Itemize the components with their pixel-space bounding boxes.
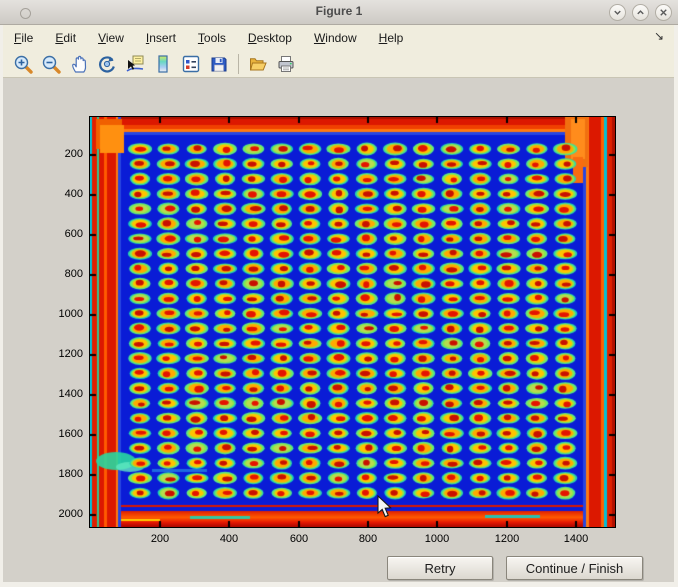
menu-item-tools[interactable]: Tools: [197, 30, 226, 45]
toolbar-zoom-out-button[interactable]: [38, 52, 64, 76]
y-tick-label: 1000: [58, 308, 83, 320]
toolbar-insert-legend-button[interactable]: [178, 52, 204, 76]
continue-finish-button[interactable]: Continue / Finish: [506, 556, 643, 580]
y-tick-label: 200: [64, 148, 83, 160]
zoom-in-icon: [13, 54, 33, 74]
window-title: Figure 1: [315, 4, 363, 18]
window-controls: [609, 4, 672, 21]
toolbar-data-cursor-button[interactable]: [122, 52, 148, 76]
axes-frame: [89, 116, 616, 528]
x-tick-label: 1200: [494, 533, 520, 545]
menu-item-file[interactable]: File: [14, 30, 34, 45]
zoom-out-icon: [41, 54, 61, 74]
save-icon: [209, 54, 229, 74]
y-tick-label: 1200: [58, 348, 83, 360]
window-border-bottom: [0, 582, 678, 587]
figure-canvas-area: 200 400 600 800 1000 1200 1400 200 400 600 800 100…: [3, 78, 674, 582]
close-button[interactable]: [655, 4, 672, 21]
y-tick-label: 800: [64, 268, 83, 280]
x-tick-label: 200: [150, 533, 170, 545]
x-tick-label: 400: [219, 533, 239, 545]
menubar: File Edit View Insert Tools Desktop Window Help…: [3, 25, 674, 50]
menu-item-desktop[interactable]: Desktop: [247, 30, 292, 45]
insert-colorbar-icon: [153, 54, 173, 74]
retry-button[interactable]: Retry: [387, 556, 493, 580]
plate-image[interactable]: [90, 117, 615, 527]
chevron-down-icon: [612, 7, 623, 18]
x-tick-label: 600: [289, 533, 309, 545]
toolbar-save-button[interactable]: [206, 52, 232, 76]
menu-item-view[interactable]: View: [98, 30, 124, 45]
toolbar-rotate-3d-button[interactable]: [94, 52, 120, 76]
toolbar-zoom-in-button[interactable]: [10, 52, 36, 76]
window-border-right: [674, 25, 678, 587]
y-tick-label: 1800: [58, 468, 83, 480]
print-icon: [276, 54, 296, 74]
dock-arrow-icon[interactable]: ↘: [653, 29, 664, 43]
y-tick-label: 400: [64, 188, 83, 200]
y-tick-label: 1400: [58, 388, 83, 400]
x-tick-label: 1400: [563, 533, 589, 545]
menu-item-insert[interactable]: Insert: [145, 30, 176, 45]
menu-item-help[interactable]: Help: [378, 30, 404, 45]
data-cursor-icon: [125, 54, 145, 74]
rotate-3d-icon: [97, 54, 117, 74]
title-bar[interactable]: Figure 1: [0, 0, 678, 25]
mouse-cursor: [377, 495, 392, 518]
insert-legend-icon: [181, 54, 201, 74]
window-border-left: [0, 25, 3, 587]
toolbar-insert-colorbar-button[interactable]: [150, 52, 176, 76]
window-menu-button[interactable]: [20, 8, 31, 19]
menubar-items: File Edit View Insert Tools Desktop Window Help: [3, 27, 414, 49]
menu-item-window[interactable]: Window: [313, 30, 357, 45]
x-tick-label: 800: [358, 533, 378, 545]
toolbar-pan-button[interactable]: [66, 52, 92, 76]
chevron-up-icon: [635, 7, 646, 18]
toolbar-open-file-button[interactable]: [245, 52, 271, 76]
y-tick-label: 2000: [58, 508, 83, 520]
figure-toolbar: [3, 50, 674, 78]
toolbar-print-button[interactable]: [273, 52, 299, 76]
shade-button[interactable]: [609, 4, 626, 21]
menu-item-edit[interactable]: Edit: [55, 30, 77, 45]
pan-icon: [69, 54, 89, 74]
y-tick-label: 600: [64, 228, 83, 240]
open-file-icon: [248, 54, 268, 74]
x-tick-label: 1000: [424, 533, 450, 545]
maximize-button[interactable]: [632, 4, 649, 21]
y-tick-label: 1600: [58, 428, 83, 440]
toolbar-separator: [238, 53, 239, 74]
close-icon: [658, 7, 669, 18]
